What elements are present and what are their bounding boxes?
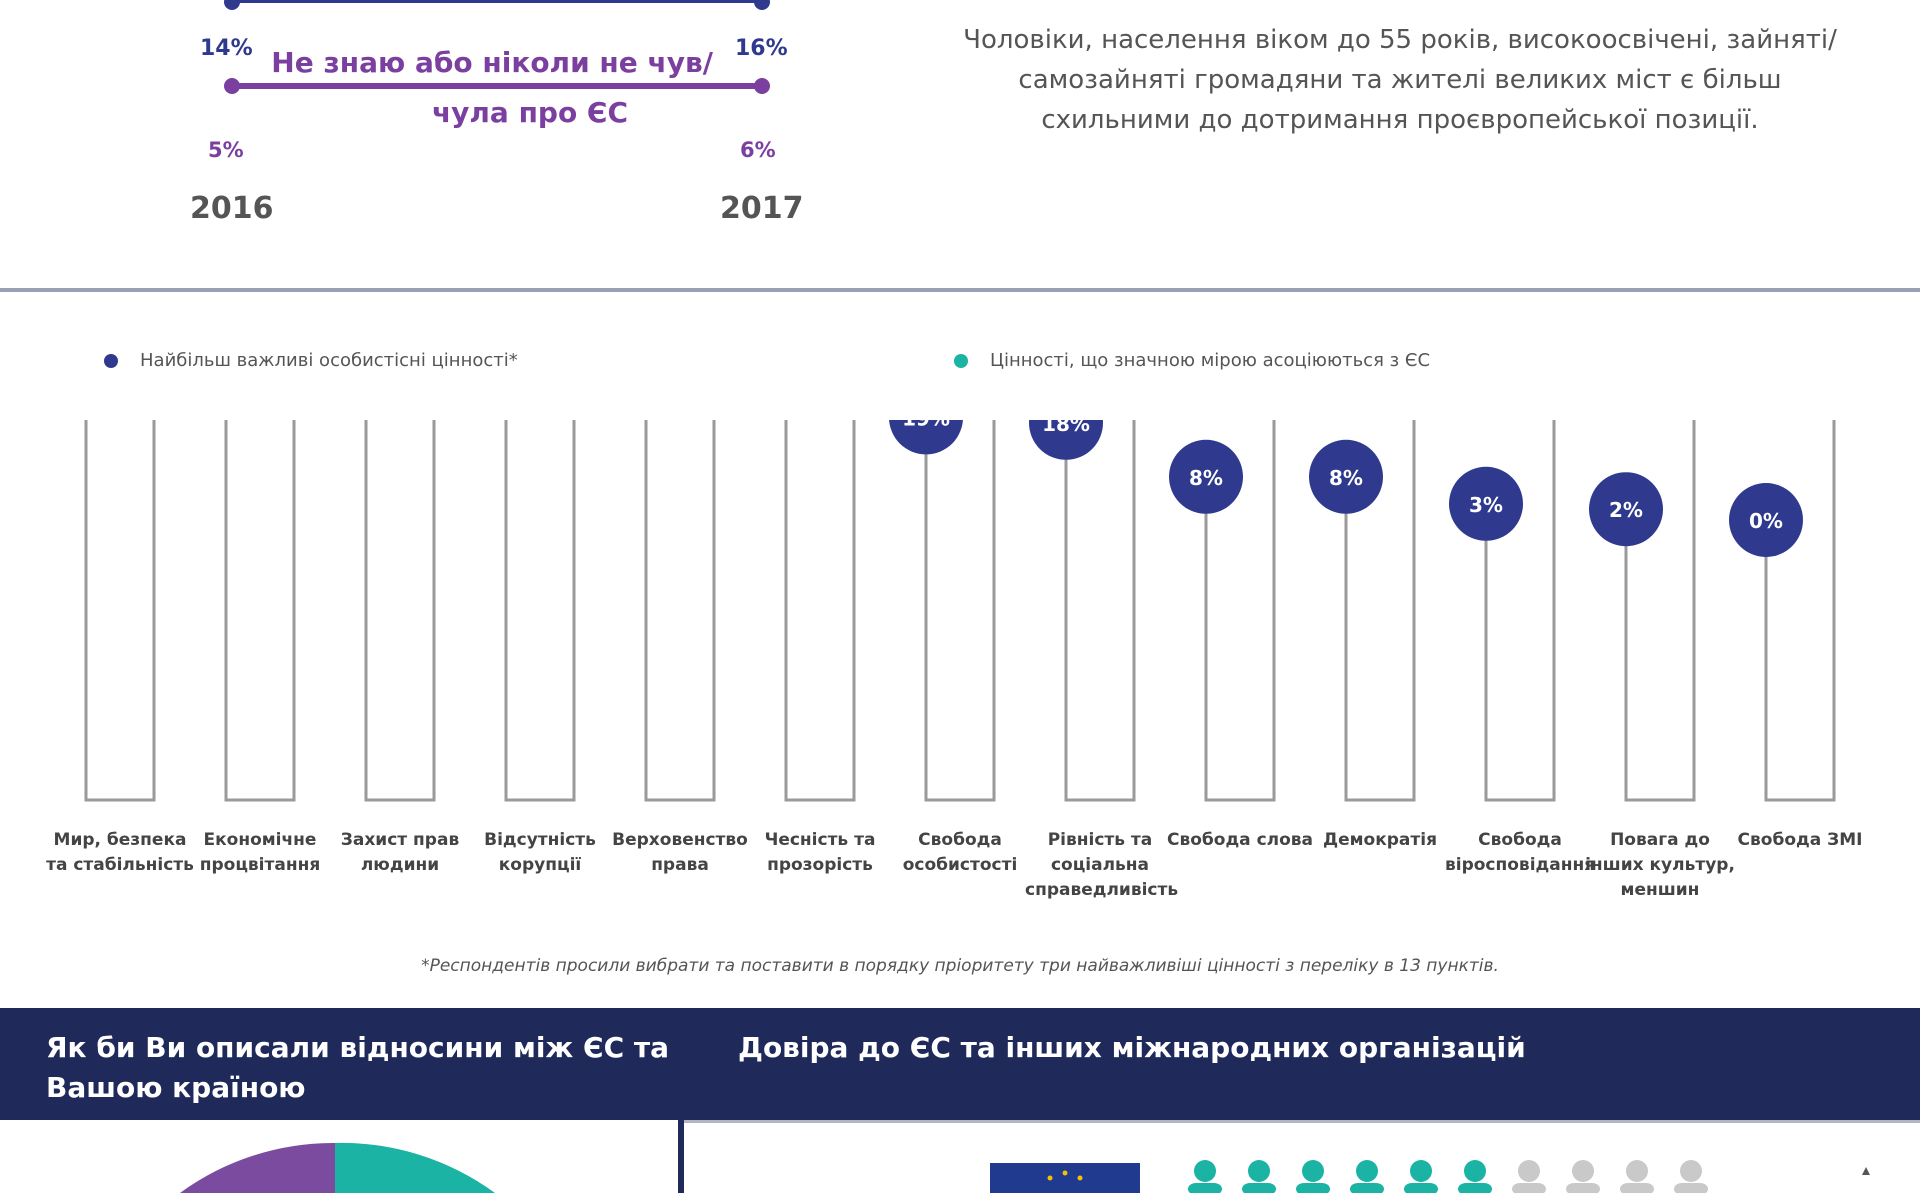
personal-value-label: 0% <box>1749 509 1783 533</box>
trend-series-label: Не знаю або ніколи не чув/ чула про ЄС <box>271 46 722 129</box>
personal-value-marker <box>1449 466 1523 541</box>
person-icon <box>1194 1160 1216 1182</box>
person-icon <box>1350 1183 1384 1193</box>
footnote: *Респондентів просили вибрати та постави… <box>421 956 1499 976</box>
value-connector <box>644 420 716 802</box>
person-icon <box>1296 1183 1330 1193</box>
panel-underline <box>684 1120 1920 1123</box>
small-arrow-icon <box>1862 1167 1870 1175</box>
trend-year-end: 2017 <box>720 191 804 226</box>
value-connector <box>224 420 296 802</box>
personal-value-marker <box>1169 439 1243 514</box>
trust-panel-title: Довіра до ЄС та інших міжнародних органі… <box>684 1008 1920 1120</box>
legend-personal-marker <box>104 353 118 368</box>
eu-flag-icon <box>990 1163 1140 1193</box>
value-connector <box>504 420 576 802</box>
personal-value-marker <box>1589 472 1663 547</box>
person-icon <box>1242 1183 1276 1193</box>
value-connector <box>1764 420 1836 802</box>
trend-chart: 14% 16% Не знаю або ніколи не чув/ чула … <box>190 0 804 226</box>
values-chart: 70%65%45%74%37%76%32%64%27%74%26%66%19%7… <box>84 420 1836 802</box>
person-icon <box>1410 1160 1432 1182</box>
personal-value-label: 2% <box>1609 498 1643 522</box>
person-icon <box>1464 1160 1486 1182</box>
category-label: Свобода особистості <box>902 830 1018 875</box>
personal-value-label: 3% <box>1469 493 1503 517</box>
category-label: Рівність та соціальна справедливість <box>1025 830 1179 900</box>
eu-flag-star <box>1077 1175 1083 1181</box>
personal-value-marker <box>1029 420 1103 460</box>
category-label: Економічне процвітання <box>199 830 321 875</box>
value-connector <box>1624 420 1696 802</box>
category-label: Демократія <box>1322 830 1438 850</box>
bottom-graphics <box>180 1142 1870 1193</box>
value-connector <box>364 420 436 802</box>
category-label: Повага до інших культур, меншин <box>1585 830 1735 900</box>
trend-upper-end-point <box>754 0 770 10</box>
personal-value-marker <box>889 420 963 455</box>
personal-value-marker <box>1309 439 1383 514</box>
trend-upper-start-value: 14% <box>200 36 253 61</box>
trend-year-start: 2016 <box>190 191 274 226</box>
trend-lower-end-point <box>754 78 770 94</box>
value-connector <box>1344 420 1416 802</box>
personal-value-label: 8% <box>1329 466 1363 490</box>
value-connector <box>784 420 856 802</box>
legend-personal-label: Найбільш важливі особистісні цінності* <box>140 350 518 371</box>
person-icon <box>1512 1183 1546 1193</box>
person-icon <box>1188 1183 1222 1193</box>
trend-lower-start-value: 5% <box>208 138 244 162</box>
category-label: Свобода віросповідання <box>1445 830 1596 875</box>
section-divider <box>0 288 1920 292</box>
category-label: Захист прав людини <box>340 830 460 875</box>
person-icon <box>1626 1160 1648 1182</box>
legend-eu: Цінності, що значною мірою асоціюються з… <box>954 350 1430 371</box>
category-label: Верховенство права <box>612 830 748 875</box>
value-connector <box>1204 420 1276 802</box>
legend-eu-label: Цінності, що значною мірою асоціюються з… <box>990 350 1431 371</box>
trend-upper-end-value: 16% <box>735 36 788 61</box>
person-icon <box>1404 1183 1438 1193</box>
value-connector <box>924 420 996 802</box>
relations-pie-segment-teal <box>335 1142 495 1193</box>
person-icon <box>1566 1183 1600 1193</box>
category-label: Свобода слова <box>1166 830 1314 850</box>
person-icon <box>1248 1160 1270 1182</box>
person-icon <box>1680 1160 1702 1182</box>
value-connector <box>1484 420 1556 802</box>
summary-text: Чоловіки, населення віком до 55 років, в… <box>963 25 1837 135</box>
category-label: Свобода ЗМІ <box>1737 830 1863 850</box>
category-label: Мир, безпека та стабільність <box>46 830 194 875</box>
person-icon <box>1302 1160 1324 1182</box>
person-icon <box>1356 1160 1378 1182</box>
person-icon <box>1620 1183 1654 1193</box>
personal-value-label: 8% <box>1189 466 1223 490</box>
category-label: Відсутність корупції <box>484 830 596 875</box>
trend-lower-end-value: 6% <box>740 138 776 162</box>
eu-flag-star <box>1047 1175 1053 1181</box>
personal-value-marker <box>1729 483 1803 557</box>
relations-pie-chart <box>180 1142 335 1193</box>
person-icon <box>1518 1160 1540 1182</box>
relations-panel-title: Як би Ви описали відносини між ЄС та Ваш… <box>0 1008 678 1120</box>
legend-personal: Найбільш важливі особистісні цінності* <box>104 350 518 371</box>
eu-flag-star <box>1062 1170 1068 1176</box>
person-icon <box>1572 1160 1594 1182</box>
value-connector <box>84 420 156 802</box>
trend-upper-start-point <box>224 0 240 10</box>
personal-value-label: 19% <box>902 420 950 430</box>
trend-lower-start-point <box>224 78 240 94</box>
person-icon <box>1674 1183 1708 1193</box>
panel-separator <box>678 1008 684 1193</box>
value-connector <box>1064 420 1136 802</box>
category-label: Чесність та прозорість <box>764 830 876 875</box>
person-icon <box>1458 1183 1492 1193</box>
legend-eu-marker <box>954 353 968 368</box>
personal-value-label: 18% <box>1042 420 1090 436</box>
